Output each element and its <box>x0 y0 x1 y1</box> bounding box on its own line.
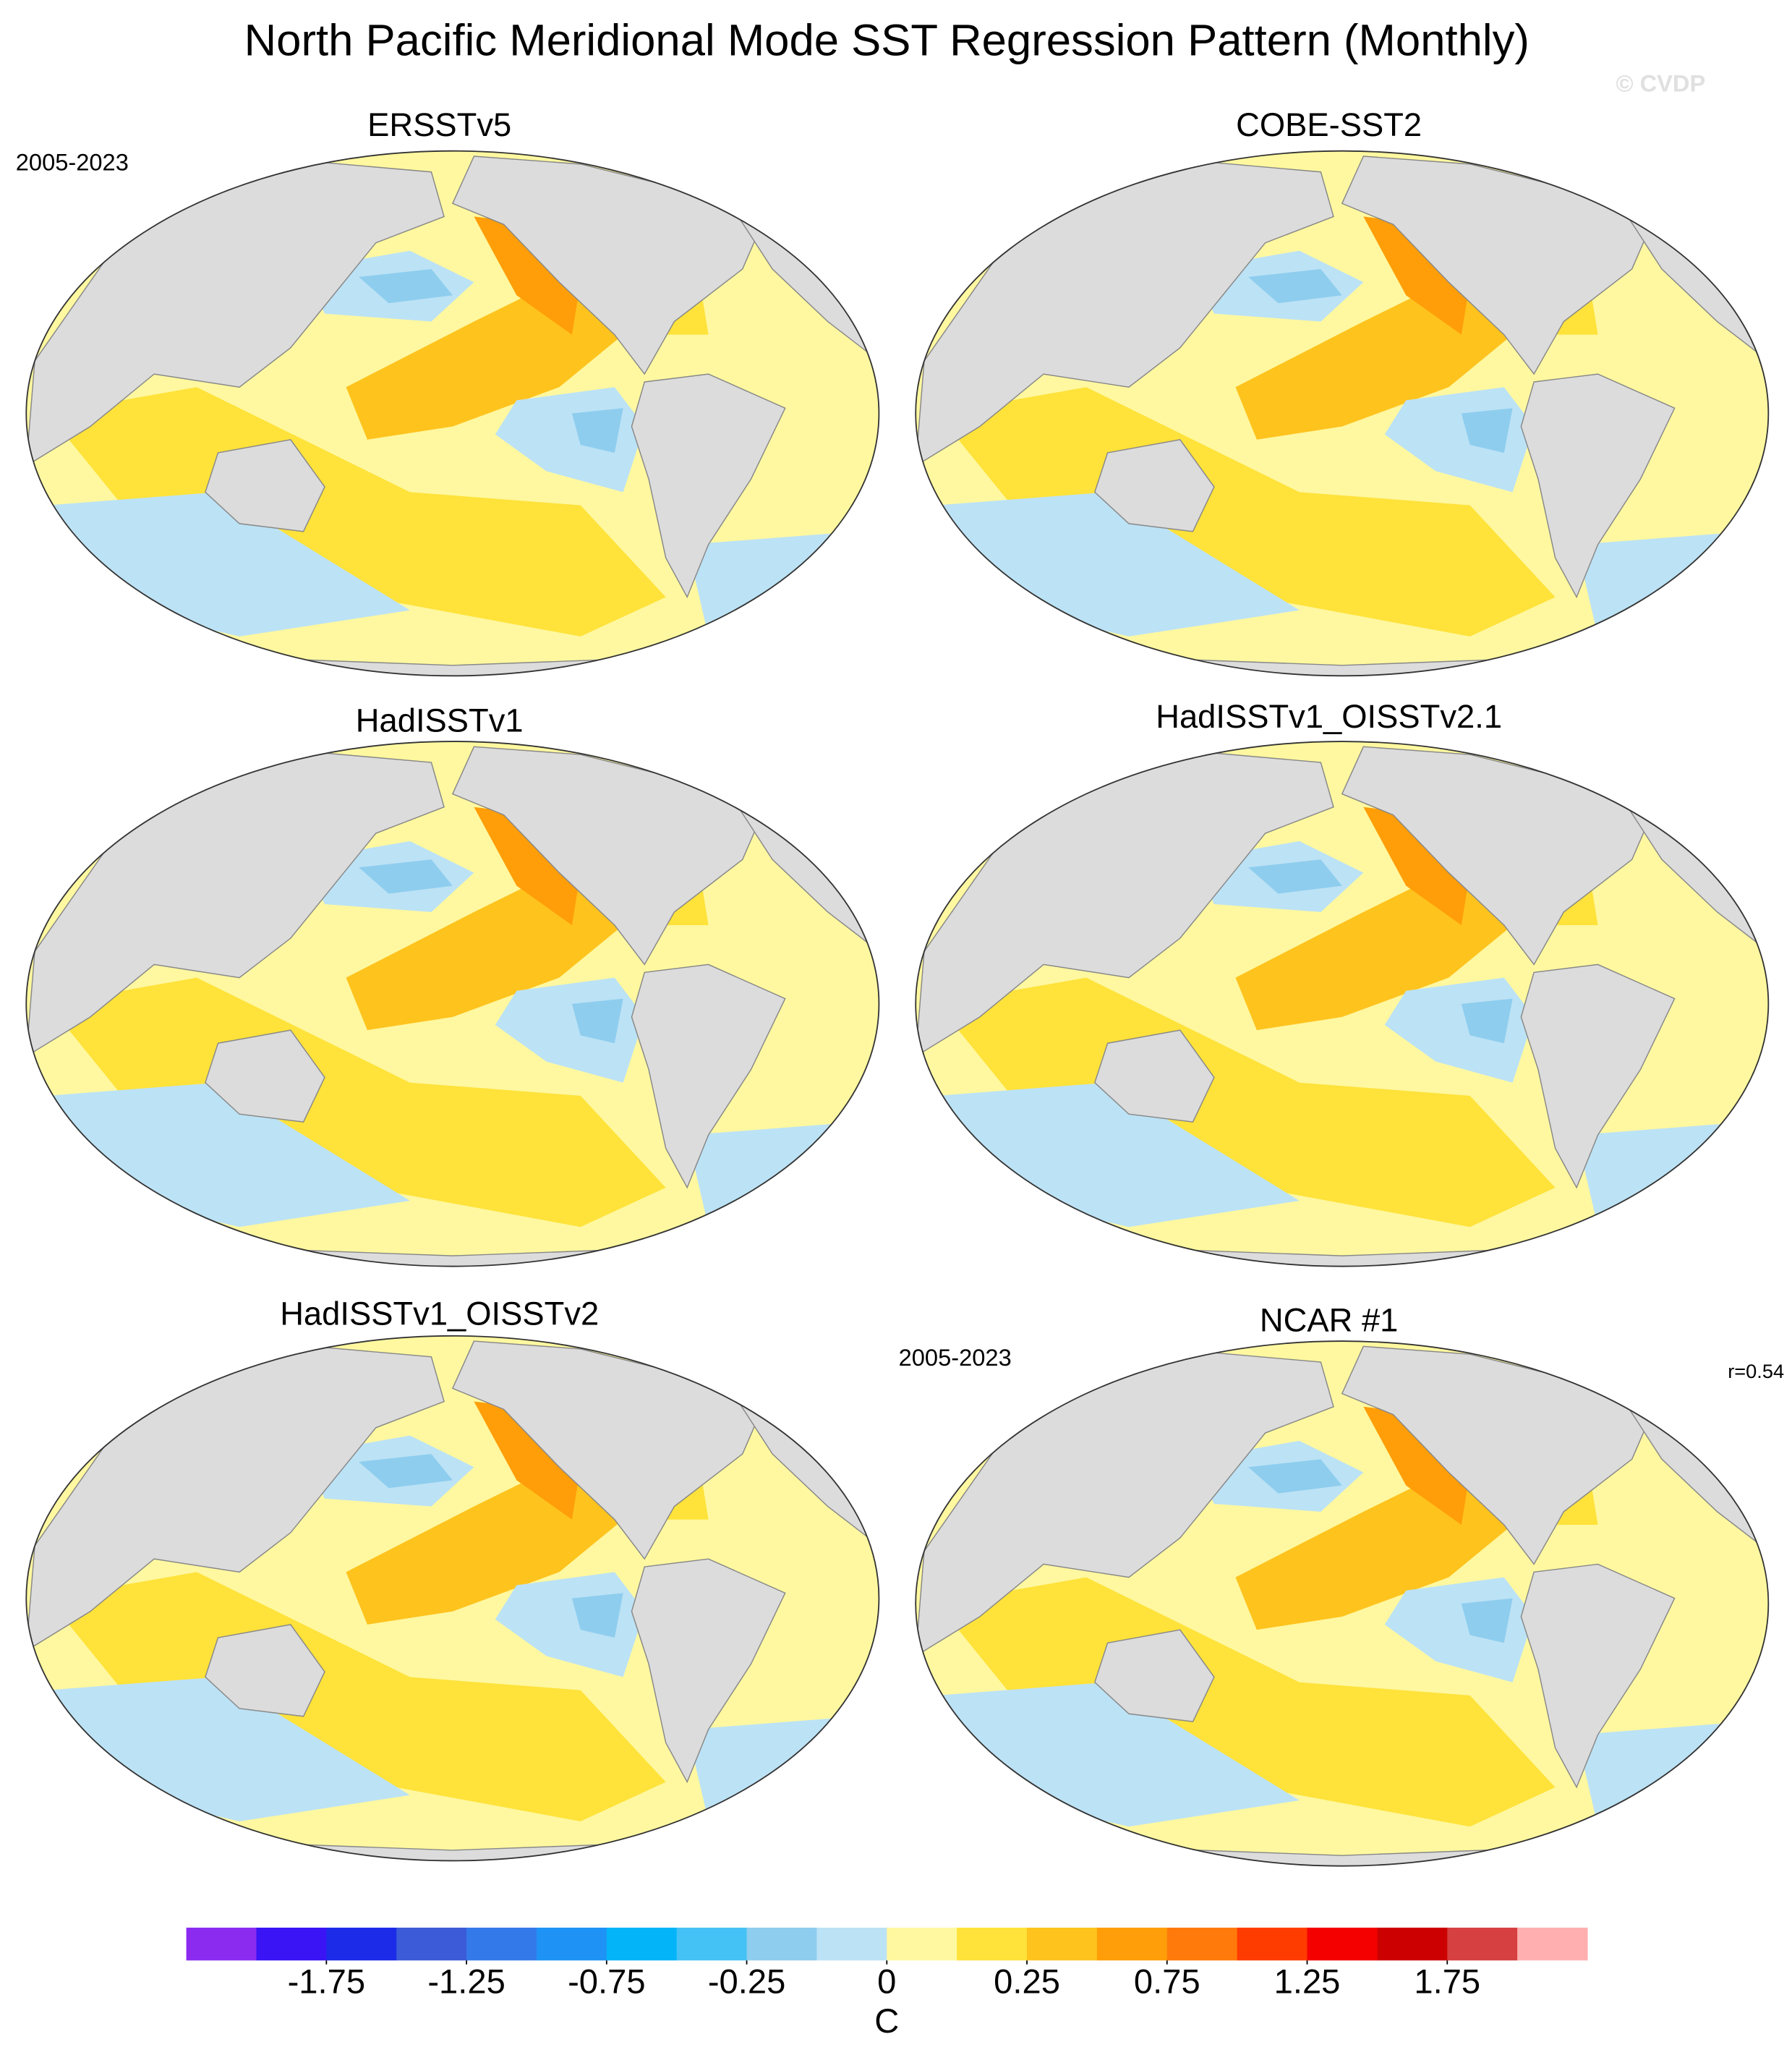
colorbar-tick-label: 1.75 <box>1414 1962 1480 2000</box>
sst-region <box>474 216 581 335</box>
panel-title: HadISSTv1_OISSTv2 <box>280 1295 599 1332</box>
colorbar-tick-label: -0.75 <box>568 1962 645 2000</box>
map-field <box>916 1341 1769 1866</box>
sst-region <box>47 977 666 1228</box>
map-field <box>916 150 1769 676</box>
colorbar-segment <box>676 1927 748 1961</box>
sst-region <box>1363 807 1470 926</box>
land <box>205 1029 325 1123</box>
colorbar-segment <box>816 1927 887 1961</box>
land <box>1093 1029 1215 1123</box>
colorbar-segment <box>256 1927 327 1961</box>
map-panel: HadISSTv1 <box>25 702 880 1267</box>
land <box>631 963 786 1189</box>
sst-region <box>1461 1598 1513 1643</box>
map-field <box>916 741 1769 1267</box>
colorbar-tick-label: 0.25 <box>994 1962 1060 2000</box>
map-field <box>26 150 879 676</box>
colorbar-segment <box>887 1927 957 1961</box>
land <box>631 373 786 599</box>
map-panel: NCAR #1 2005-2023 r=0.54 <box>899 1302 1784 1867</box>
map-border <box>915 150 1770 677</box>
colorbar-segment <box>1377 1927 1448 1961</box>
sst-region <box>359 1454 453 1489</box>
colorbar-segment <box>1166 1927 1238 1961</box>
colorbar-segment <box>746 1927 817 1961</box>
colorbar-tick-label: -1.25 <box>427 1962 505 2000</box>
panel-title: NCAR #1 <box>1260 1302 1399 1339</box>
figure-title: North Pacific Meridional Mode SST Regres… <box>244 15 1529 65</box>
sst-region <box>571 408 623 453</box>
map-field <box>26 1335 879 1861</box>
land <box>205 1624 325 1717</box>
map-border <box>25 150 880 677</box>
sst-region <box>1461 408 1513 453</box>
map-panel: HadISSTv1_OISSTv2.1 <box>915 698 1770 1267</box>
land <box>1520 373 1676 599</box>
map-border <box>915 741 1770 1267</box>
colorbar-segment <box>326 1927 397 1961</box>
panel-title: COBE-SST2 <box>1236 106 1422 143</box>
sst-region <box>571 998 623 1044</box>
colorbar-segment <box>957 1927 1028 1961</box>
panel-title: HadISSTv1_OISSTv2.1 <box>1156 698 1502 735</box>
sst-region <box>1461 998 1513 1044</box>
sst-region <box>47 1572 666 1822</box>
sst-region <box>1248 268 1342 304</box>
land <box>1093 1629 1215 1722</box>
map-panel: HadISSTv1_OISSTv2 <box>25 1295 880 1862</box>
land <box>1520 1563 1676 1789</box>
colorbar-segment <box>1027 1927 1098 1961</box>
panel-title: HadISSTv1 <box>356 702 524 739</box>
watermark: © CVDP <box>1616 70 1705 97</box>
sst-region <box>1248 859 1342 894</box>
map-border <box>25 741 880 1267</box>
sst-region <box>359 268 453 304</box>
map-panel: COBE-SST2 <box>915 106 1770 677</box>
colorbar-segment <box>536 1927 607 1961</box>
colorbar-segment <box>1237 1927 1308 1961</box>
period-label: 2005-2023 <box>16 148 129 175</box>
land <box>1520 963 1676 1189</box>
map-field <box>26 741 879 1267</box>
sst-region <box>474 1401 581 1520</box>
colorbar-tick-label: -1.75 <box>288 1962 365 2000</box>
colorbar-tick-label: 1.25 <box>1274 1962 1341 2000</box>
colorbar-segment <box>606 1927 678 1961</box>
sst-region <box>47 387 666 637</box>
colorbar-segment <box>396 1927 467 1961</box>
panel-title: ERSSTv5 <box>367 106 511 143</box>
colorbar-segment <box>1517 1927 1588 1961</box>
sst-region <box>1363 1406 1470 1526</box>
maps: ERSSTv5 2005-2023 COBE-SST2 HadISSTv1 HadISS… <box>16 106 1784 1867</box>
sst-region <box>1363 216 1470 335</box>
sst-region <box>936 1577 1556 1827</box>
sst-region <box>936 387 1556 637</box>
colorbar-unit: C <box>874 2001 899 2040</box>
correlation-label: r=0.54 <box>1728 1360 1784 1382</box>
sst-region <box>474 807 581 926</box>
sst-region <box>936 977 1556 1228</box>
colorbar-tick-label: 0 <box>877 1962 896 2000</box>
colorbar: -1.75 -1.25 -0.75 -0.25 0 0.25 0.75 1.25 1.75 C <box>186 1927 1588 2040</box>
land <box>205 439 325 532</box>
colorbar-segment <box>1096 1927 1168 1961</box>
sst-region <box>1248 1459 1342 1494</box>
colorbar-segment <box>1447 1927 1518 1961</box>
colorbar-tick-label: 0.75 <box>1134 1962 1200 2000</box>
period-label: 2005-2023 <box>899 1344 1012 1371</box>
land <box>1093 439 1215 532</box>
colorbar-tick-label: -0.25 <box>708 1962 785 2000</box>
sst-region <box>571 1593 623 1638</box>
map-border <box>25 1335 880 1862</box>
colorbar-segment <box>186 1927 257 1961</box>
colorbar-segment <box>1307 1927 1378 1961</box>
land <box>631 1558 786 1784</box>
map-panel: ERSSTv5 2005-2023 <box>16 106 880 677</box>
colorbar-segment <box>466 1927 537 1961</box>
sst-region <box>359 859 453 894</box>
map-border <box>915 1340 1770 1867</box>
